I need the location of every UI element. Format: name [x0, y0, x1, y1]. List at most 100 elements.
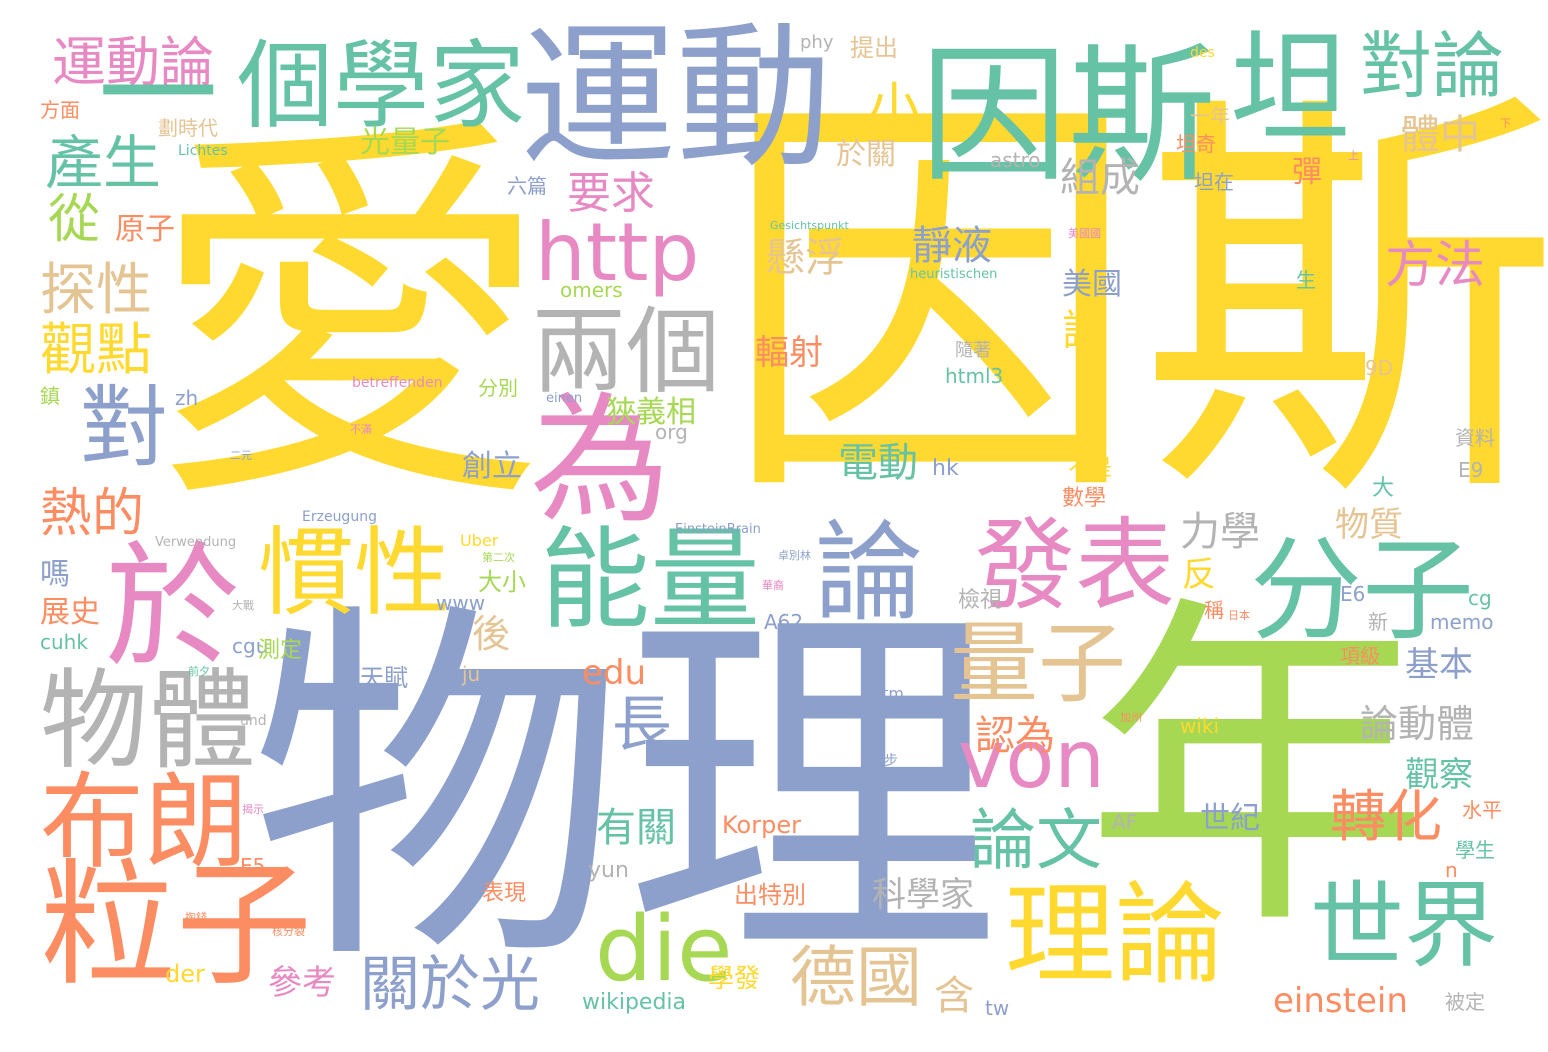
word-von: von [958, 713, 1105, 806]
word-youguan: 有關 [596, 805, 676, 851]
word-dierci: 第二次 [482, 551, 515, 564]
word-gesichtspunkt: Gesichtspunkt [770, 219, 849, 232]
word-shijie: 世界 [1310, 872, 1499, 981]
word-edu: edu [582, 653, 647, 693]
word-guanyuguang: 關於光 [360, 950, 540, 1020]
word-wuti: 物體 [40, 659, 257, 784]
word-dazhan: 大戰 [232, 599, 254, 612]
word-dui: 對 [80, 376, 169, 479]
word-omers: omers [560, 278, 623, 302]
word-ziliao: 資料 [1455, 426, 1495, 450]
word-xiangji: 項級 [1340, 644, 1380, 668]
word-xuesheng: 學生 [1455, 838, 1495, 862]
word-guancha: 觀察 [1405, 755, 1473, 795]
word-xiao: 小 [868, 78, 921, 138]
word-sheng: 生 [1296, 268, 1316, 292]
word-org: org [655, 420, 688, 444]
word-cheng: 稱 [1204, 598, 1224, 622]
word-yuguan: 於關 [836, 137, 896, 172]
word-yu: 於 [105, 529, 240, 686]
word-daxiao: 大小 [478, 568, 526, 596]
word-suizhe: 隨著 [955, 340, 991, 361]
word-und: und [240, 713, 267, 729]
word-liangzi: 量子 [950, 612, 1127, 715]
word-cuhk: cuhk [40, 630, 88, 654]
word-shuxue: 數學 [1062, 486, 1107, 511]
word-jiben: 基本 [1405, 645, 1473, 685]
word-rede: 熱的 [40, 484, 145, 544]
word-fan: 反 [1182, 555, 1216, 595]
word-einsteinbrain: EinsteinBrain [675, 522, 761, 537]
word-han: 含 [934, 973, 974, 1019]
word-xia: 下 [1500, 117, 1511, 130]
word-dan: 彈 [1292, 155, 1322, 190]
word-yinsi: 因斯 [720, 60, 1548, 549]
word-duilun: 對論 [1360, 24, 1505, 108]
word-biaoxian: 表現 [482, 881, 527, 906]
word-phy: phy [800, 32, 834, 53]
word-ai: 愛 [150, 87, 550, 552]
word-nengliang: 能量 [540, 516, 760, 644]
word-uber: Uber [460, 531, 499, 550]
word-lixue: 力學 [1180, 509, 1260, 555]
word-deguo: 德國 [790, 939, 922, 1016]
word-e6: E6 [1340, 582, 1366, 606]
word-fangmian: 方面 [40, 98, 80, 122]
word-memo: memo [1430, 610, 1494, 634]
word-wuli: 物理 [250, 574, 1000, 1010]
word-qianxi: 前夕 [188, 665, 210, 678]
word-fangfa: 方法 [1385, 236, 1485, 294]
word-korper: Korper [722, 811, 801, 839]
word-xuefa: 學發 [708, 964, 761, 994]
word-einen: einen [546, 391, 583, 406]
word-die: die [595, 897, 733, 1002]
word-html3: html3 [945, 364, 1004, 388]
word-a62: A62 [764, 610, 804, 634]
word-fabiao: 發表 [975, 507, 1175, 624]
word-tanxing: 探性 [40, 258, 152, 323]
word-n: n [1445, 858, 1458, 882]
word-zucheng: 組成 [1060, 155, 1140, 201]
word-guangliangzi: 光量子 [360, 125, 450, 160]
word-huashidai: 劃時代 [158, 116, 218, 140]
word-beiding: 被定 [1445, 990, 1485, 1014]
word-astro: astro [990, 148, 1041, 172]
word-fenbie: 分別 [478, 376, 518, 400]
word-nian: 年 [1085, 570, 1430, 971]
word-jiazhou: 加州 [1120, 711, 1142, 724]
word-heuristischen: heuristischen [910, 267, 998, 282]
word-lun: 論 [815, 511, 924, 636]
word-riben: 日本 [1228, 609, 1250, 622]
word-yinian: 一年 [1190, 104, 1230, 128]
word-chutebie: 出特別 [734, 881, 806, 909]
word-jieshi: 揭示 [242, 803, 264, 816]
word-zhuanhua: 轉化 [1330, 785, 1442, 850]
word-xin: 新 [1368, 610, 1388, 634]
word-af: AF [1112, 810, 1138, 834]
word-cong: 從 [48, 190, 101, 250]
word-cankao: 參考 [268, 963, 336, 1003]
word-betreffenden: betreffenden [352, 375, 443, 391]
word-ceding: 測定 [258, 638, 303, 663]
word-chang: 長 [612, 690, 672, 760]
word-lunwen: 論文 [970, 802, 1102, 879]
word-jingye: 靜液 [912, 223, 992, 269]
word-e5: E5 [240, 854, 266, 878]
word-buman: 不滿 [350, 423, 372, 436]
word-wikipedia: wikipedia [582, 990, 687, 1015]
word-lizi: 粒子 [40, 847, 312, 1005]
word-tichu: 提出 [850, 34, 898, 62]
word-tizhong: 體中 [1400, 112, 1480, 158]
word-fenzi: 分子 [1250, 526, 1474, 656]
word-taoqian: 掏錢 [185, 911, 207, 924]
word-yundonglun: 運動論 [52, 31, 214, 94]
word-liangge: 兩個 [532, 298, 721, 407]
word-meiguo: 美國 [1062, 267, 1122, 302]
word-e9: E9 [1458, 458, 1484, 482]
word-wuzhi: 物質 [1335, 505, 1403, 545]
word-ju: ju [462, 662, 481, 686]
word-shuiping: 水平 [1462, 798, 1502, 822]
word-chansheng: 產生 [45, 129, 162, 197]
word-yun: yun [588, 858, 629, 883]
